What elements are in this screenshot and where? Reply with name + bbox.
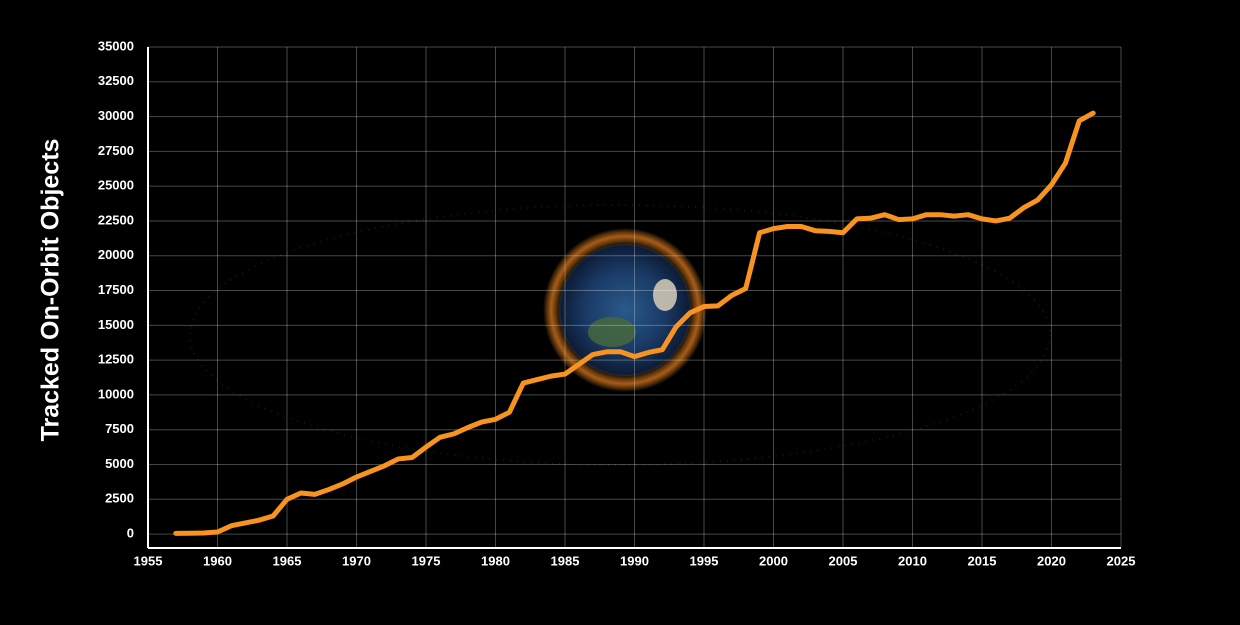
y-tick-label: 12500	[98, 352, 134, 367]
x-tick-label: 1990	[620, 553, 649, 568]
x-tick-label: 2000	[759, 553, 788, 568]
y-tick-label: 20000	[98, 247, 134, 262]
y-tick-label: 32500	[98, 73, 134, 88]
debris-ring	[189, 204, 1051, 466]
data-line	[173, 110, 1096, 536]
x-tick-label: 1975	[412, 553, 441, 568]
x-tick-label: 1965	[273, 553, 302, 568]
x-tick-label: 2020	[1037, 553, 1066, 568]
y-tick-label: 2500	[105, 491, 134, 506]
x-tick-label: 2015	[968, 553, 997, 568]
y-tick-label: 25000	[98, 178, 134, 193]
y-tick-label: 27500	[98, 143, 134, 158]
y-tick-label: 30000	[98, 108, 134, 123]
x-tick-label: 1985	[551, 553, 580, 568]
y-tick-label: 22500	[98, 212, 134, 227]
y-axis-label: Tracked On-Orbit Objects	[37, 139, 65, 442]
x-tick-label: 1995	[690, 553, 719, 568]
y-tick-label: 10000	[98, 386, 134, 401]
debris-halo	[543, 228, 707, 392]
y-tick-label: 17500	[98, 282, 134, 297]
y-tick-label: 7500	[105, 421, 134, 436]
y-tick-label: 5000	[105, 456, 134, 471]
x-tick-label: 1960	[203, 553, 232, 568]
y-tick-label: 35000	[98, 38, 134, 53]
y-tick-label: 0	[127, 526, 134, 541]
x-tick-label: 2025	[1107, 553, 1136, 568]
y-tick-label: 15000	[98, 317, 134, 332]
x-tick-label: 1980	[481, 553, 510, 568]
x-tick-label: 1970	[342, 553, 371, 568]
x-tick-label: 1955	[134, 553, 163, 568]
x-tick-label: 2010	[898, 553, 927, 568]
x-tick-label: 2005	[829, 553, 858, 568]
